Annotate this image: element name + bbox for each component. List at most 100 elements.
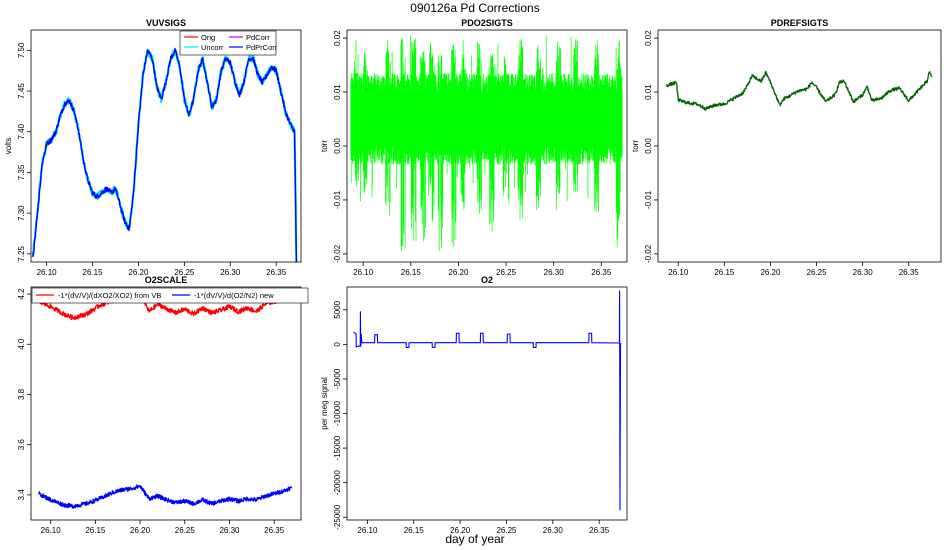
y-tick-label: 7.35	[17, 164, 26, 180]
x-tick-label: 26.10	[357, 526, 378, 535]
x-tick-label: 26.25	[496, 526, 517, 535]
plot-frame	[30, 29, 302, 263]
figure-title: 090126a Pd Corrections	[410, 1, 539, 15]
x-tick-label: 26.10	[41, 526, 62, 535]
chart-panel-pdrefsigts: PDREFSIGTS 26.10 26.15 26.20 26.25 26.30 26.35…	[631, 18, 942, 277]
x-tick-label: 26.10	[37, 268, 58, 277]
legend: Orig PdCorr Uncorr PdPrCorr	[179, 30, 278, 56]
x-tick-label: 26.35	[591, 268, 612, 277]
series-line-new	[38, 484, 293, 509]
y-tick-label: 0.01	[644, 84, 653, 100]
x-tick-label: 26.30	[220, 268, 241, 277]
chart-title: PDREFSIGTS	[771, 18, 829, 28]
y-axis-label: per meg signal	[320, 377, 329, 430]
plot-frame	[346, 29, 628, 263]
y-axis-label: torr	[631, 140, 640, 152]
y-tick-label: -25000	[333, 504, 342, 529]
x-tick-label: 26.35	[266, 268, 287, 277]
plot-area	[353, 290, 622, 511]
x-tick-label: 26.20	[128, 268, 149, 277]
legend-label: PdPrCorr	[246, 43, 278, 52]
chart-title: O2SCALE	[145, 275, 188, 285]
x-tick-label: 26.15	[401, 268, 422, 277]
x-tick-label: 26.30	[219, 526, 240, 535]
legend-label: -1*(dV/V)/d(O2/N2) new	[194, 291, 274, 300]
plot-area	[31, 47, 298, 262]
legend-label: -1*(dV/V)/(dXO2/XO2) from VB	[58, 291, 161, 300]
legend-box	[179, 30, 277, 56]
x-tick-label: 26.25	[807, 268, 828, 277]
plot-frame	[346, 286, 628, 521]
chart-title: PDO2SIGTS	[461, 18, 513, 28]
y-tick-label: -15000	[333, 435, 342, 460]
plot-frame	[657, 29, 942, 263]
y-tick-label: 7.40	[17, 123, 26, 139]
y-tick-label: -0.01	[644, 190, 653, 209]
y-tick-label: 4.0	[17, 338, 26, 350]
y-tick-label: 0.00	[333, 138, 342, 154]
y-tick-label: 7.50	[17, 42, 26, 58]
y-tick-label: 3.4	[17, 489, 26, 501]
x-tick-label: 26.15	[404, 526, 425, 535]
y-tick-label: 0	[333, 342, 342, 347]
chart-panel-pdo2sigts: PDO2SIGTS 26.10 26.15 26.20 26.25 26.30 26.35 -…	[320, 18, 628, 277]
x-tick-label: 26.15	[83, 268, 104, 277]
y-tick-label: 0.00	[644, 138, 653, 154]
plot-area	[665, 70, 933, 111]
y-tick-label: -0.01	[333, 190, 342, 209]
legend-label: PdCorr	[246, 33, 270, 42]
y-tick-label: 0.02	[333, 30, 342, 46]
legend-box	[31, 287, 309, 304]
x-tick-label: 26.20	[448, 268, 469, 277]
x-tick-label: 26.35	[589, 526, 610, 535]
chart-title: O2	[481, 275, 493, 285]
series-line-pdo2sig	[350, 35, 623, 252]
x-tick-label: 26.25	[496, 268, 517, 277]
x-tick-label: 26.35	[899, 268, 920, 277]
chart-panel-o2scale: O2SCALE 26.10 26.15 26.20 26.25 26.30 26.35 3.4…	[17, 275, 309, 535]
series-line-o2	[353, 290, 622, 511]
y-tick-label: 0.01	[333, 84, 342, 100]
plot-frame	[30, 286, 302, 521]
chart-panel-vuvsigs: VUVSIGS 26.10 26.15 26.20 26.25 26.30 26.35 7.2…	[4, 18, 302, 277]
y-tick-label: 3.8	[17, 388, 26, 400]
series-line-pdprcorr	[32, 47, 298, 262]
chart-panel-o2: O2 26.10 26.15 26.20 26.25 26.30 26.35 -25000 -2…	[320, 275, 628, 535]
x-tick-label: 26.10	[668, 268, 689, 277]
series-line-pdrefsig	[665, 70, 933, 111]
y-tick-label: 7.45	[17, 83, 26, 99]
legend: -1*(dV/V)/(dXO2/XO2) from VB -1*(dV/V)/d(…	[31, 287, 309, 304]
y-tick-label: 3.6	[17, 439, 26, 451]
x-tick-label: 26.25	[174, 268, 195, 277]
x-tick-label: 26.35	[264, 526, 285, 535]
x-tick-label: 26.10	[353, 268, 374, 277]
y-tick-label: 5000	[333, 300, 342, 318]
x-tick-label: 26.15	[85, 526, 106, 535]
y-tick-label: 0.02	[644, 30, 653, 46]
x-tick-label: 26.20	[450, 526, 471, 535]
x-tick-label: 26.30	[544, 268, 565, 277]
y-tick-label: -0.02	[644, 244, 653, 263]
legend-label: Uncorr	[201, 43, 224, 52]
x-tick-label: 26.30	[543, 526, 564, 535]
chart-title: VUVSIGS	[146, 18, 186, 28]
y-tick-label: 7.25	[17, 246, 26, 262]
legend-label: Orig	[201, 33, 215, 42]
y-tick-label: -10000	[333, 401, 342, 426]
y-tick-label: 7.30	[17, 205, 26, 221]
x-tick-label: 26.25	[175, 526, 196, 535]
x-tick-label: 26.20	[130, 526, 151, 535]
plot-area	[350, 35, 623, 252]
y-axis-label: torr	[320, 140, 329, 152]
plot-area	[38, 289, 293, 509]
x-tick-label: 26.20	[760, 268, 781, 277]
y-axis-label: volts	[4, 138, 13, 154]
y-tick-label: -20000	[333, 470, 342, 495]
x-tick-label: 26.30	[853, 268, 874, 277]
figure-x-label: day of year	[445, 532, 504, 546]
y-tick-label: -5000	[333, 368, 342, 389]
series-line-from-vb	[38, 289, 293, 321]
y-tick-label: 4.2	[17, 288, 26, 300]
x-tick-label: 26.15	[714, 268, 735, 277]
